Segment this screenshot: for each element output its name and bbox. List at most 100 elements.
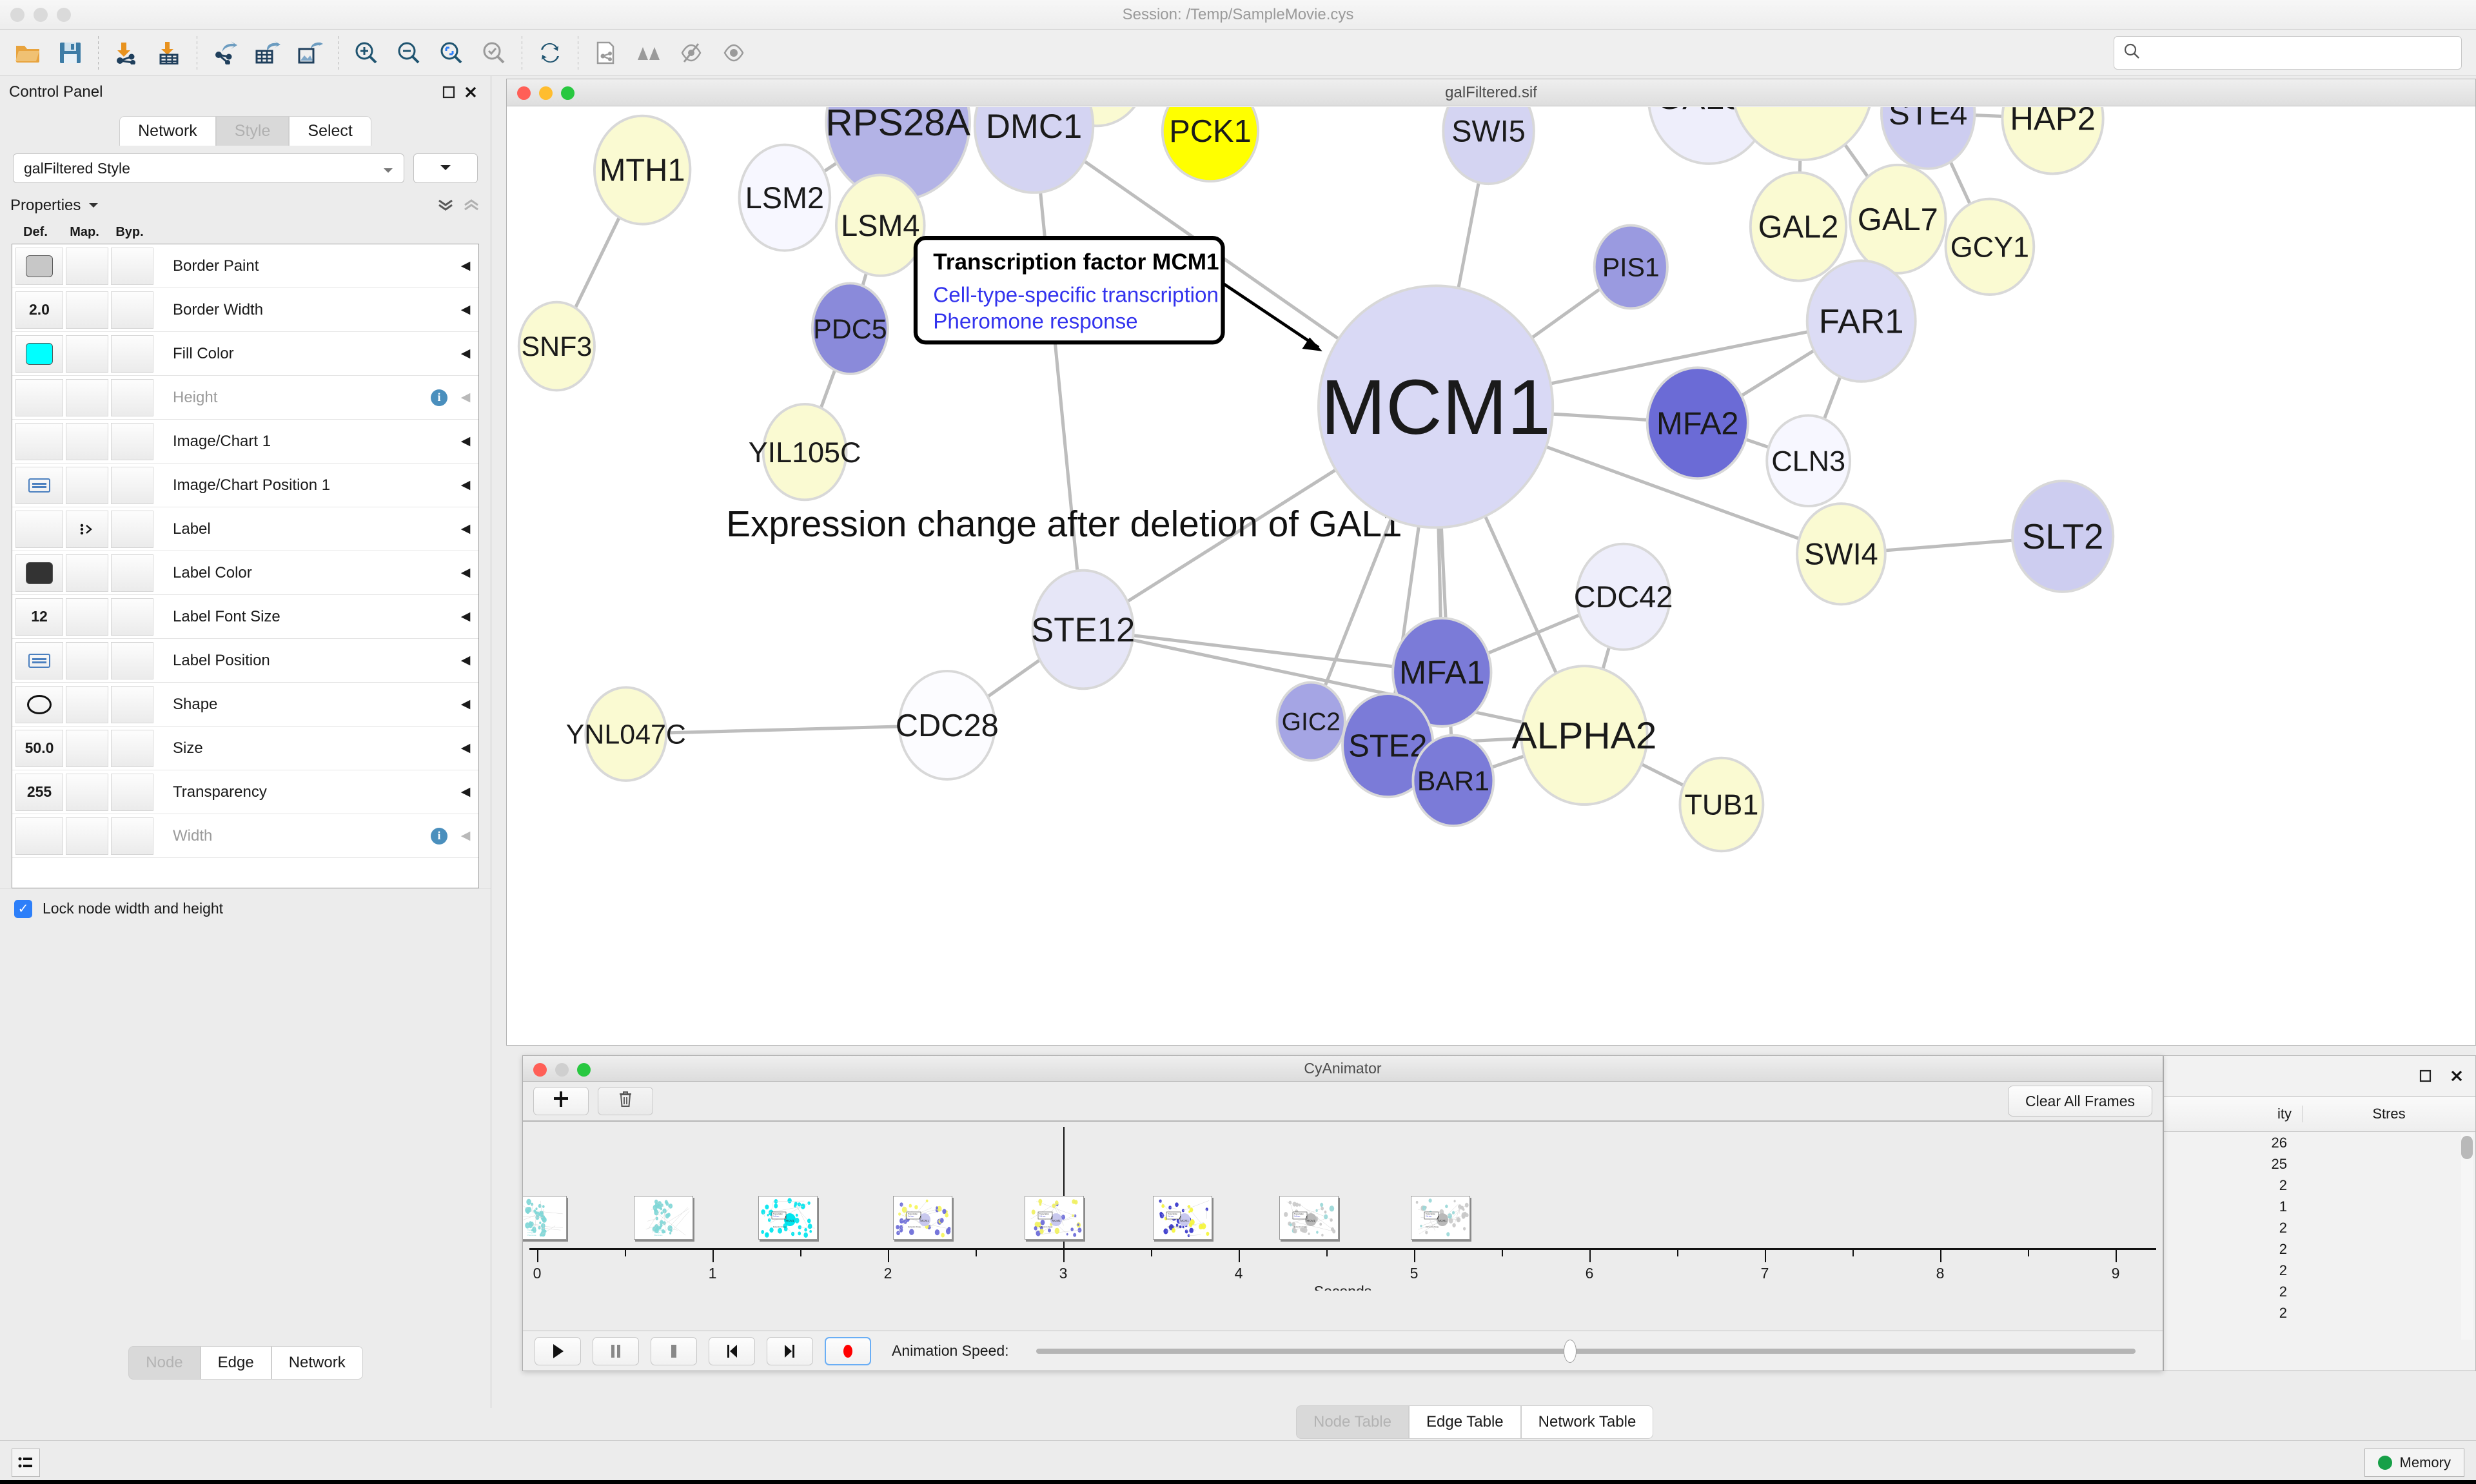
property-mapping-cell[interactable] xyxy=(66,335,108,373)
property-bypass-cell[interactable] xyxy=(111,729,153,767)
property-expand-arrow[interactable]: ◀ xyxy=(460,478,471,492)
property-mapping-cell[interactable] xyxy=(66,422,108,460)
network-node[interactable]: PCK1 xyxy=(1161,107,1260,183)
property-row[interactable]: 255 Transparency ◀ xyxy=(12,770,478,814)
network-node[interactable]: GAL11 xyxy=(1732,107,1873,161)
bottom-tab-node[interactable]: Node xyxy=(128,1346,201,1380)
table-tabs[interactable]: Node Table Edge Table Network Table xyxy=(1296,1405,1654,1439)
network-node[interactable]: LSM2 xyxy=(738,143,832,252)
export-table-icon[interactable] xyxy=(246,34,289,72)
animation-frame[interactable]: MCM1 Transcription Cell-type Expression cha… xyxy=(1152,1196,1212,1240)
table-row[interactable]: 2 xyxy=(2164,1260,2475,1281)
property-default-cell[interactable] xyxy=(15,510,63,548)
property-mapping-cell[interactable] xyxy=(66,247,108,285)
property-bypass-cell[interactable] xyxy=(111,817,153,855)
info-icon[interactable]: i xyxy=(431,389,447,406)
node-table-scrollbar[interactable] xyxy=(2461,1133,2473,1340)
network-node[interactable]: GAL80 xyxy=(1647,107,1770,165)
property-mapping-cell[interactable] xyxy=(66,291,108,329)
pause-button[interactable] xyxy=(593,1336,639,1365)
network-node[interactable]: PDC5 xyxy=(811,282,889,375)
maximize-window-button[interactable] xyxy=(57,8,71,22)
table-tab-network[interactable]: Network Table xyxy=(1520,1405,1654,1439)
network-node[interactable]: HAP2 xyxy=(2001,107,2105,175)
layout-icon[interactable] xyxy=(627,34,670,72)
property-default-cell[interactable] xyxy=(15,685,63,723)
property-bypass-cell[interactable] xyxy=(111,554,153,592)
open-folder-icon[interactable] xyxy=(6,34,49,72)
table-row[interactable]: 2 xyxy=(2164,1281,2475,1302)
property-bypass-cell[interactable] xyxy=(111,641,153,679)
network-node[interactable]: MFA1 xyxy=(1391,616,1493,728)
network-node[interactable]: RPS28A xyxy=(825,107,971,202)
network-node[interactable]: DMC1 xyxy=(973,107,1095,194)
delete-frame-button[interactable] xyxy=(598,1087,653,1115)
close-window-button[interactable] xyxy=(10,8,25,22)
info-icon[interactable]: i xyxy=(431,827,447,845)
property-mapping-cell[interactable] xyxy=(66,685,108,723)
zoom-in-icon[interactable] xyxy=(345,34,388,72)
close-cyanimator-button[interactable] xyxy=(533,1063,547,1077)
property-default-cell[interactable] xyxy=(15,378,63,416)
edge[interactable] xyxy=(625,723,947,736)
table-tab-edge[interactable]: Edge Table xyxy=(1408,1405,1521,1439)
property-row[interactable]: Label Color ◀ xyxy=(12,551,478,595)
play-button[interactable] xyxy=(535,1336,581,1365)
tab-select[interactable]: Select xyxy=(289,116,371,146)
node-table-scroll-thumb[interactable] xyxy=(2461,1136,2473,1159)
property-expand-arrow[interactable]: ◀ xyxy=(460,829,471,843)
search-box[interactable] xyxy=(2114,35,2462,70)
column-header-stress[interactable]: Stres xyxy=(2372,1106,2406,1122)
animation-frame[interactable]: MCM1 Transcription Cell-type Expression cha… xyxy=(893,1196,953,1240)
search-input[interactable] xyxy=(2140,44,2452,61)
export-image-icon[interactable] xyxy=(289,34,331,72)
property-row[interactable]: Image/Chart 1 ◀ xyxy=(12,420,478,464)
property-bypass-cell[interactable] xyxy=(111,466,153,504)
float-panel-icon[interactable] xyxy=(438,81,460,103)
property-bypass-cell[interactable] xyxy=(111,685,153,723)
animation-frame[interactable]: Transcription Cell-type Pheromone xyxy=(633,1196,693,1240)
property-row[interactable]: 50.0 Size ◀ xyxy=(12,727,478,770)
property-row[interactable]: Image/Chart Position 1 ◀ xyxy=(12,464,478,507)
column-header-connectivity[interactable]: ity xyxy=(2164,1106,2303,1122)
edge[interactable] xyxy=(1083,628,1585,737)
property-default-cell[interactable] xyxy=(15,554,63,592)
edge[interactable] xyxy=(1032,126,1085,630)
animation-speed-knob[interactable] xyxy=(1564,1339,1577,1363)
property-bypass-cell[interactable] xyxy=(111,773,153,811)
property-mapping-cell[interactable] xyxy=(66,598,108,636)
property-row[interactable]: Shape ◀ xyxy=(12,683,478,727)
property-default-cell[interactable]: 255 xyxy=(15,773,63,811)
table-row[interactable]: 1 xyxy=(2164,1196,2475,1217)
property-default-cell[interactable] xyxy=(15,335,63,373)
network-node[interactable]: MTH1 xyxy=(593,114,692,226)
save-icon[interactable] xyxy=(49,34,92,72)
network-node[interactable]: ALPHA2 xyxy=(1512,665,1657,806)
network-node[interactable]: YIL105C xyxy=(749,402,861,502)
property-mapping-cell[interactable] xyxy=(66,378,108,416)
property-row[interactable]: Width i ◀ xyxy=(12,814,478,858)
network-node[interactable]: STE12 xyxy=(1031,569,1135,690)
property-default-cell[interactable] xyxy=(15,466,63,504)
property-default-cell[interactable]: 2.0 xyxy=(15,291,63,329)
skip-start-button[interactable] xyxy=(709,1336,755,1365)
animation-frame[interactable]: Transcription Cell-type Pheromone xyxy=(523,1196,567,1240)
table-row[interactable]: 2 xyxy=(2164,1238,2475,1260)
import-network-icon[interactable] xyxy=(105,34,148,72)
window-controls[interactable] xyxy=(10,8,71,22)
network-node[interactable]: CDC28 xyxy=(896,670,999,781)
network-node[interactable]: CLN3 xyxy=(1765,414,1852,508)
expand-all-icon[interactable] xyxy=(437,197,455,214)
hide-icon[interactable] xyxy=(670,34,712,72)
bottom-tab-network[interactable]: Network xyxy=(271,1346,363,1380)
control-panel-bottom-tabs[interactable]: Node Edge Network xyxy=(0,1346,491,1380)
minimize-cyanimator-button[interactable] xyxy=(555,1063,569,1077)
memory-status-button[interactable]: Memory xyxy=(2364,1448,2464,1477)
animation-frame[interactable]: MCM1 Transcription Cell-type Expression cha… xyxy=(758,1196,818,1240)
property-expand-arrow[interactable]: ◀ xyxy=(460,434,471,448)
table-tab-node[interactable]: Node Table xyxy=(1296,1405,1409,1439)
close-network-button[interactable] xyxy=(517,86,531,100)
property-row[interactable]: 12 Label Font Size ◀ xyxy=(12,595,478,639)
network-node[interactable]: BAR1 xyxy=(1411,734,1495,828)
property-mapping-cell[interactable] xyxy=(66,466,108,504)
